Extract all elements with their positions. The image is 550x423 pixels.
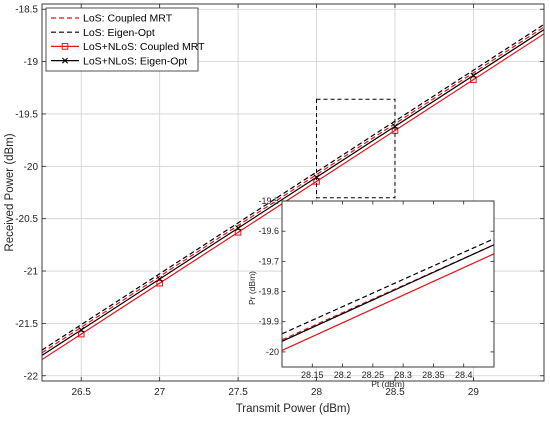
x-tick-label: 28.5 (385, 387, 405, 398)
y-tick-label: -18.5 (15, 5, 38, 16)
y-tick-label: -19.5 (15, 109, 38, 120)
series-los-nlos-eigen-opt-line (42, 29, 544, 356)
x-tick-label: 29 (468, 387, 480, 398)
inset-x-axis-title: Pt (dBm) (371, 379, 405, 389)
square-marker (77, 330, 85, 338)
y-tick-label: -20 (24, 162, 39, 173)
legend-label: LoS+NLoS: Coupled MRT (83, 41, 205, 53)
inset-y-tick-label: -19.6 (258, 226, 279, 236)
legend-label: LoS+NLoS: Eigen-Opt (83, 55, 187, 67)
x-tick-label: 27 (154, 387, 166, 398)
inset-series-line (282, 244, 494, 342)
inset-frame (281, 200, 495, 368)
x-tick-label: 26.5 (71, 387, 91, 398)
zoom-box (316, 98, 396, 199)
y-tick-label: -21 (24, 267, 39, 278)
inset-series-line (282, 238, 494, 335)
inset-y-tick-label: -20 (266, 347, 279, 357)
inset-y-tick-label: -19.5 (258, 196, 279, 206)
series-los-nlos-coupled-mrt-line (42, 33, 544, 361)
inset-plot-area (282, 201, 494, 367)
inset-x-tick-label: 28.3 (394, 370, 412, 380)
inset-x-tick-label: 28.15 (301, 370, 324, 380)
square-marker (156, 279, 163, 287)
x-marker (156, 276, 163, 282)
inset-x-tick-label: 28.25 (362, 370, 385, 380)
inset-y-axis-title: Pr (dBm) (247, 271, 257, 305)
y-tick-label: -21.5 (15, 319, 38, 330)
inset-x-tick-label: 28.4 (455, 370, 473, 380)
inset-y-tick-label: -19.7 (258, 256, 279, 266)
square-marker (234, 229, 242, 236)
y-tick-label: -22 (24, 371, 39, 382)
inset-x-tick-label: 28.2 (334, 370, 352, 380)
legend-x-marker (62, 57, 68, 64)
y-tick-label: -19 (24, 57, 39, 68)
x-marker (235, 225, 242, 232)
inset-y-tick-label: -19.9 (258, 317, 279, 327)
plot-frame (41, 3, 545, 382)
square-marker (470, 76, 477, 83)
inset-y-tick-label: -19.8 (258, 287, 279, 297)
x-marker (470, 72, 477, 79)
legend-label: LoS: Coupled MRT (83, 13, 173, 25)
x-marker (78, 326, 85, 333)
inset-series-line (282, 253, 494, 351)
legend-label: LoS: Eigen-Opt (83, 27, 155, 39)
x-axis-title: Transmit Power (dBm) (236, 403, 351, 415)
series-los-coupled-mrt-line (42, 26, 544, 354)
y-tick-label: -20.5 (15, 214, 38, 225)
x-tick-label: 28 (311, 387, 323, 398)
inset-x-tick-label: 28.35 (422, 370, 445, 380)
legend-square-marker (61, 43, 69, 50)
x-tick-label: 27.5 (228, 387, 248, 398)
series-los-eigen-opt-line (42, 23, 544, 351)
y-axis-title: Received Power (dBm) (4, 133, 16, 251)
